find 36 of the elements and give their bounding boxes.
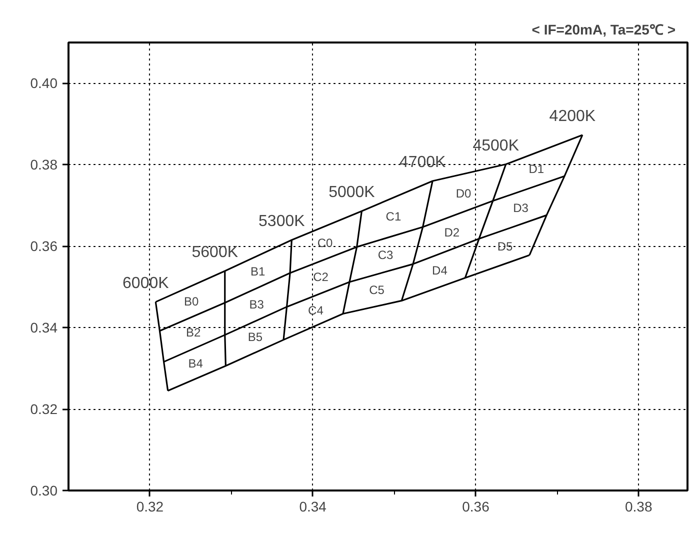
- annotation: B1: [250, 264, 266, 279]
- x-tick-label: 0.38: [625, 498, 652, 514]
- annotation: 4700K: [399, 154, 446, 171]
- y-tick-label: 0.30: [30, 482, 58, 498]
- y-tick-label: 0.32: [30, 401, 58, 418]
- annotation: B3: [249, 297, 264, 312]
- annotation: D5: [497, 240, 514, 254]
- x-tick-label: 0.34: [299, 498, 327, 514]
- annotation: C5: [369, 283, 385, 298]
- annotation: C4: [308, 304, 324, 318]
- annotation: D3: [513, 200, 529, 215]
- annotation: B0: [184, 294, 199, 309]
- annotation: D4: [432, 263, 448, 278]
- annotation: B2: [186, 326, 201, 340]
- chart-title: < IF=20mA, Ta=25℃ >: [532, 22, 676, 38]
- annotation: D1: [528, 162, 544, 176]
- annotation: C0: [317, 236, 334, 250]
- y-tick-label: 0.36: [30, 238, 58, 254]
- x-tick-label: 0.36: [462, 498, 490, 514]
- annotation: D2: [444, 226, 460, 240]
- annotation: 6000K: [122, 274, 170, 292]
- annotation: 4500K: [472, 137, 520, 154]
- annotation: C3: [378, 248, 394, 262]
- x-tick-label: 0.32: [136, 498, 164, 514]
- annotation: 4200K: [549, 108, 596, 125]
- y-tick-label: 0.34: [30, 320, 58, 336]
- annotation: 5600K: [192, 244, 238, 261]
- y-tick-label: 0.38: [30, 156, 58, 173]
- y-tick-label: 0.40: [30, 75, 58, 92]
- annotation: C1: [386, 210, 402, 224]
- annotation: B4: [188, 356, 204, 370]
- annotation: 5000K: [328, 184, 376, 202]
- annotation: B5: [248, 330, 263, 344]
- annotation: C2: [313, 270, 329, 284]
- annotation: 5300K: [258, 213, 306, 230]
- annotation: D0: [456, 186, 472, 200]
